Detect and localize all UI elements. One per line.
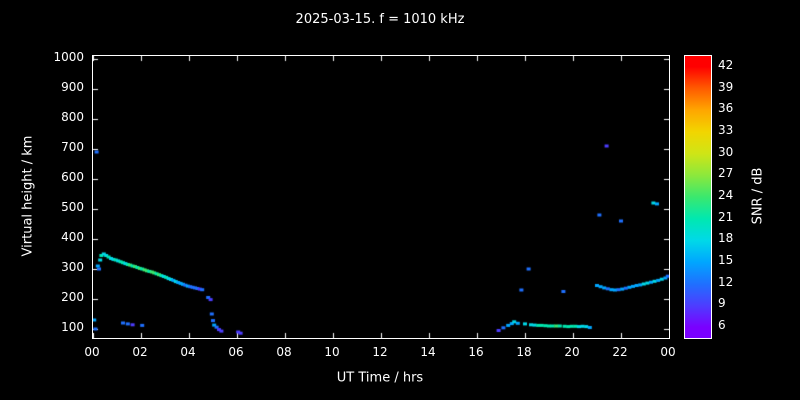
y-tick-label: 500: [61, 200, 84, 214]
x-tick-label: 16: [468, 345, 484, 359]
colorbar-tick-label: 24: [718, 188, 734, 202]
x-tick-label: 08: [276, 345, 292, 359]
colorbar-tick-label: 36: [718, 101, 734, 116]
y-tick-label: 900: [61, 80, 84, 94]
colorbar-tick-label: 30: [718, 144, 734, 159]
y-tick-label: 600: [61, 170, 84, 184]
colorbar: [684, 55, 712, 339]
colorbar-tick-label: 33: [718, 122, 734, 137]
colorbar-label: SNR / dB: [750, 167, 766, 225]
x-tick-label: 06: [228, 345, 244, 359]
colorbar-tick-label: 27: [718, 166, 734, 181]
colorbar-tick-label: 6: [718, 318, 726, 333]
x-tick-label: 04: [180, 345, 196, 359]
colorbar-tick-label: 9: [718, 296, 726, 311]
x-tick-label: 14: [420, 345, 436, 359]
y-tick-label: 100: [61, 320, 84, 334]
x-axis-label: UT Time / hrs: [336, 370, 424, 386]
scatter-canvas: [93, 56, 669, 338]
colorbar-tick-label: 18: [718, 231, 734, 246]
x-tick-label: 18: [516, 345, 532, 359]
page-title: 2025-03-15. f = 1010 kHz: [295, 12, 465, 27]
x-tick-label: 10: [324, 345, 340, 359]
colorbar-tick-label: 12: [718, 274, 734, 289]
y-tick-label: 400: [61, 230, 84, 244]
y-tick-label: 300: [61, 260, 84, 274]
colorbar-tick-label: 21: [718, 209, 734, 224]
x-tick-label: 12: [372, 345, 388, 359]
x-tick-label: 20: [564, 345, 580, 359]
x-tick-label: 00: [660, 345, 676, 359]
y-tick-label: 800: [61, 110, 84, 124]
y-tick-label: 700: [61, 140, 84, 154]
colorbar-tick-label: 39: [718, 79, 734, 94]
plot-area: [92, 55, 670, 339]
colorbar-tick-label: 42: [718, 57, 734, 72]
y-tick-label: 1000: [53, 50, 84, 64]
x-tick-label: 22: [612, 345, 628, 359]
colorbar-tick-label: 15: [718, 253, 734, 268]
y-tick-label: 200: [61, 290, 84, 304]
x-tick-label: 00: [84, 345, 100, 359]
x-tick-label: 02: [132, 345, 148, 359]
